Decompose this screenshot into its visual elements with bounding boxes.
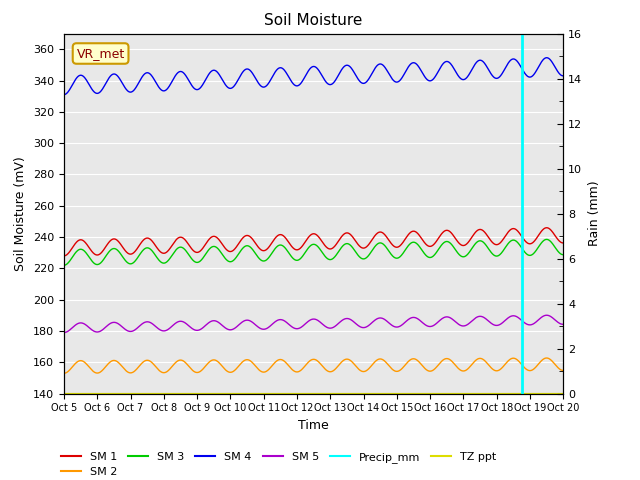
Text: VR_met: VR_met	[77, 47, 125, 60]
Y-axis label: Rain (mm): Rain (mm)	[588, 181, 601, 246]
X-axis label: Time: Time	[298, 419, 329, 432]
Legend: SM 1, SM 2, SM 3, SM 4, SM 5, Precip_mm, TZ ppt: SM 1, SM 2, SM 3, SM 4, SM 5, Precip_mm,…	[56, 447, 501, 480]
Y-axis label: Soil Moisture (mV): Soil Moisture (mV)	[15, 156, 28, 271]
Title: Soil Moisture: Soil Moisture	[264, 13, 363, 28]
